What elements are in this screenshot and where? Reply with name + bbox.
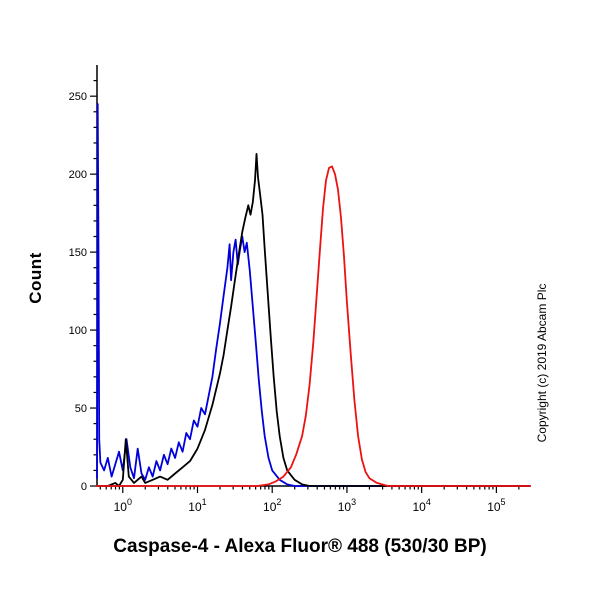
y-axis-label: Count xyxy=(26,252,45,304)
x-tick-label: 104 xyxy=(412,497,430,514)
x-tick-label: 105 xyxy=(487,497,505,514)
x-tick-label: 103 xyxy=(338,497,356,514)
x-tick-label: 101 xyxy=(188,497,206,514)
y-tick-label: 100 xyxy=(69,325,87,337)
x-tick-label: 102 xyxy=(263,497,281,514)
axes xyxy=(96,65,530,487)
y-tick-label: 200 xyxy=(69,169,87,181)
tick-labels: 0 50 100 150 200 250 100 101 102 103 104 105 xyxy=(69,91,506,514)
y-tick-label: 0 xyxy=(81,481,87,493)
y-tick-label: 50 xyxy=(75,403,87,415)
series-blue-curve xyxy=(96,103,531,487)
series-curves xyxy=(96,103,531,487)
y-tick-label: 250 xyxy=(69,91,87,103)
copyright-text: Copyright (c) 2019 Abcam Plc xyxy=(535,283,549,443)
x-tick-label: 100 xyxy=(114,497,132,514)
series-black-curve xyxy=(96,152,531,487)
series-red-curve xyxy=(96,165,531,487)
x-axis-title: Caspase-4 - Alexa Fluor® 488 (530/30 BP) xyxy=(113,536,487,557)
tick-marks xyxy=(90,79,520,493)
y-tick-label: 150 xyxy=(69,247,87,259)
